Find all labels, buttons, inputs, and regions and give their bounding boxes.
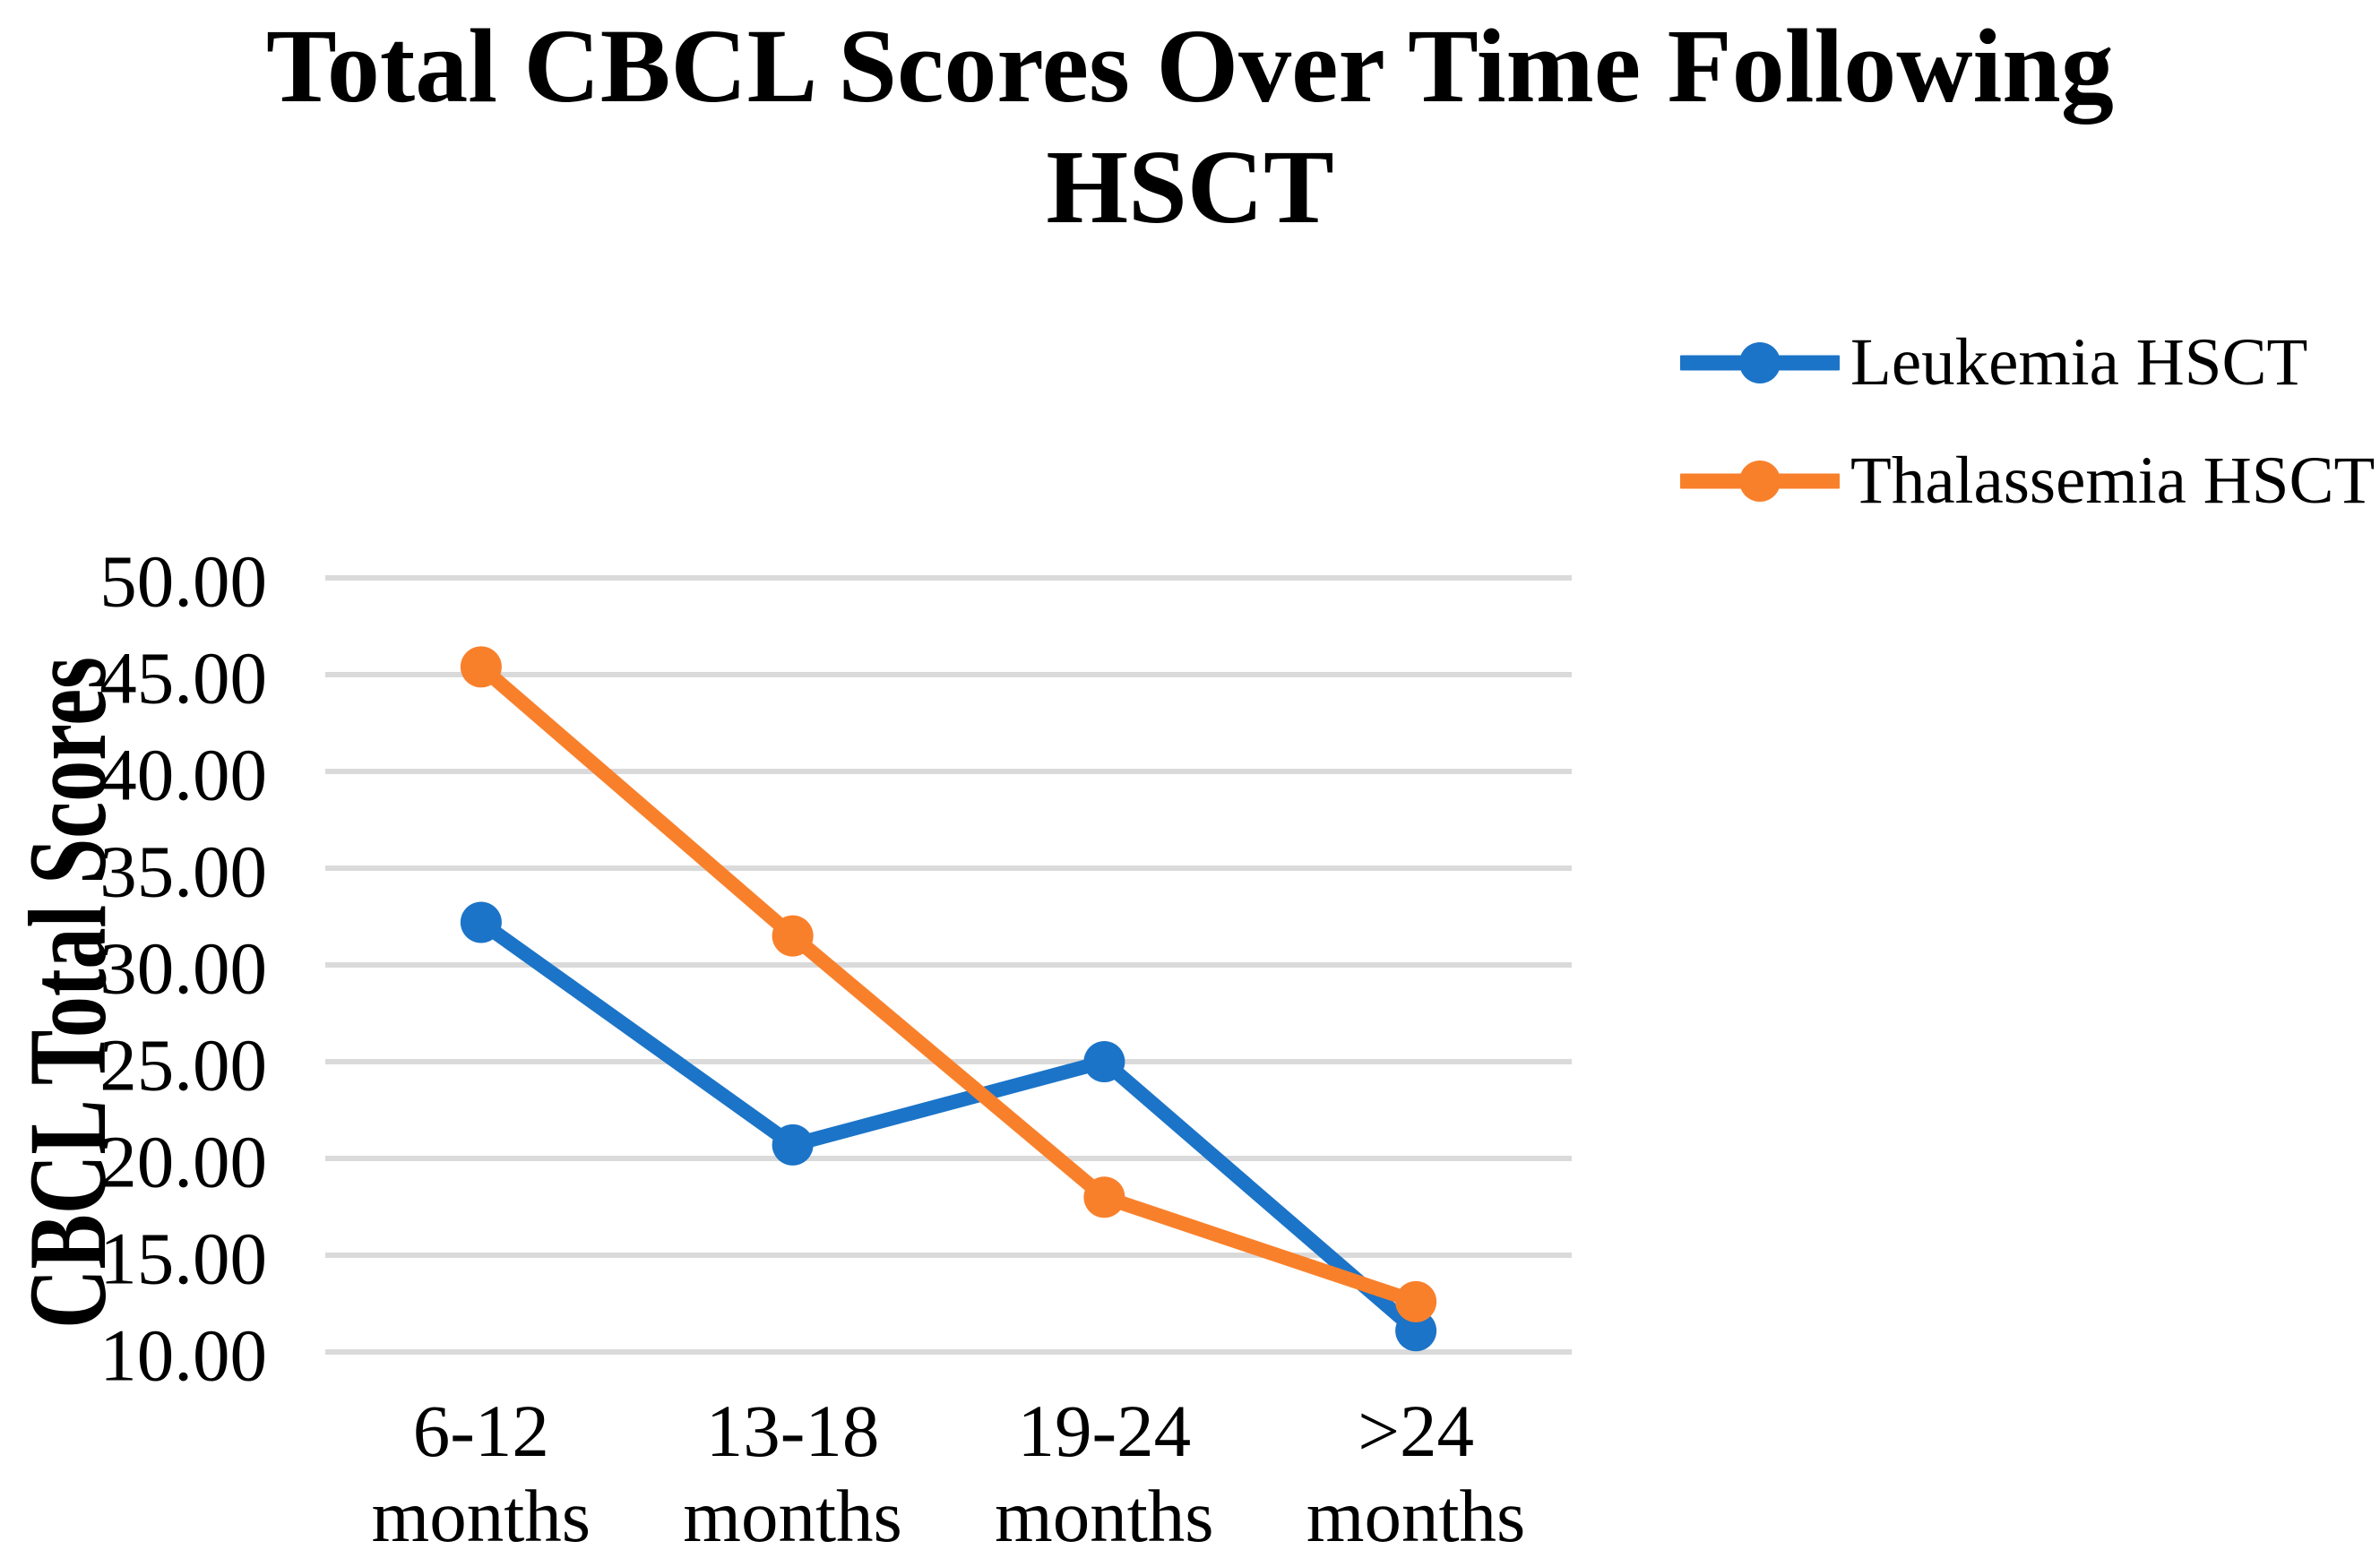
data-point-thalassemia-hsct xyxy=(1395,1280,1437,1322)
data-point-leukemia-hsct xyxy=(1395,1310,1437,1352)
legend-label: Leukemia HSCT xyxy=(1850,325,2308,400)
y-tick-label: 10.00 xyxy=(99,1313,267,1396)
legend-label: Thalassemia HSCT xyxy=(1850,443,2376,518)
data-point-thalassemia-hsct xyxy=(772,915,814,957)
y-tick-label: 30.00 xyxy=(99,926,267,1009)
y-tick-label: 50.00 xyxy=(99,539,267,622)
data-point-leukemia-hsct xyxy=(772,1124,814,1166)
x-tick-label: 6-12 xyxy=(413,1390,549,1472)
y-tick-label: 40.00 xyxy=(99,733,267,815)
y-tick-label: 25.00 xyxy=(99,1023,267,1106)
y-tick-label: 20.00 xyxy=(99,1120,267,1202)
series-line-thalassemia-hsct xyxy=(473,659,1424,1309)
chart-title-line2: HSCT xyxy=(1046,128,1334,245)
x-tick-label: months xyxy=(372,1475,591,1557)
legend-marker-icon xyxy=(1680,461,1840,502)
data-point-thalassemia-hsct xyxy=(1083,1176,1125,1218)
chart-title: Total CBCL Scores Over Time Following HS… xyxy=(0,5,2380,247)
chart-title-line1: Total CBCL Scores Over Time Following xyxy=(266,7,2114,125)
x-tick-label: 19-24 xyxy=(1018,1390,1192,1472)
data-point-thalassemia-hsct xyxy=(460,646,502,688)
y-tick-label: 35.00 xyxy=(99,830,267,912)
y-tick-label: 45.00 xyxy=(99,636,267,719)
legend-item-thalassemia-hsct: Thalassemia HSCT xyxy=(1680,443,2375,519)
data-point-leukemia-hsct xyxy=(1083,1041,1125,1082)
legend-dot xyxy=(1739,461,1781,502)
x-tick-label: months xyxy=(1306,1475,1525,1557)
x-tick-label: 13-18 xyxy=(706,1390,880,1472)
legend-marker-icon xyxy=(1680,342,1840,383)
y-tick-label: 15.00 xyxy=(99,1217,267,1299)
x-tick-label: >24 xyxy=(1358,1390,1474,1472)
x-tick-label: months xyxy=(683,1475,901,1557)
data-point-leukemia-hsct xyxy=(460,901,502,943)
legend-item-leukemia-hsct: Leukemia HSCT xyxy=(1680,325,2307,400)
series-line-leukemia-hsct xyxy=(473,915,1424,1339)
legend-dot xyxy=(1739,342,1781,383)
x-tick-label: months xyxy=(995,1475,1213,1557)
